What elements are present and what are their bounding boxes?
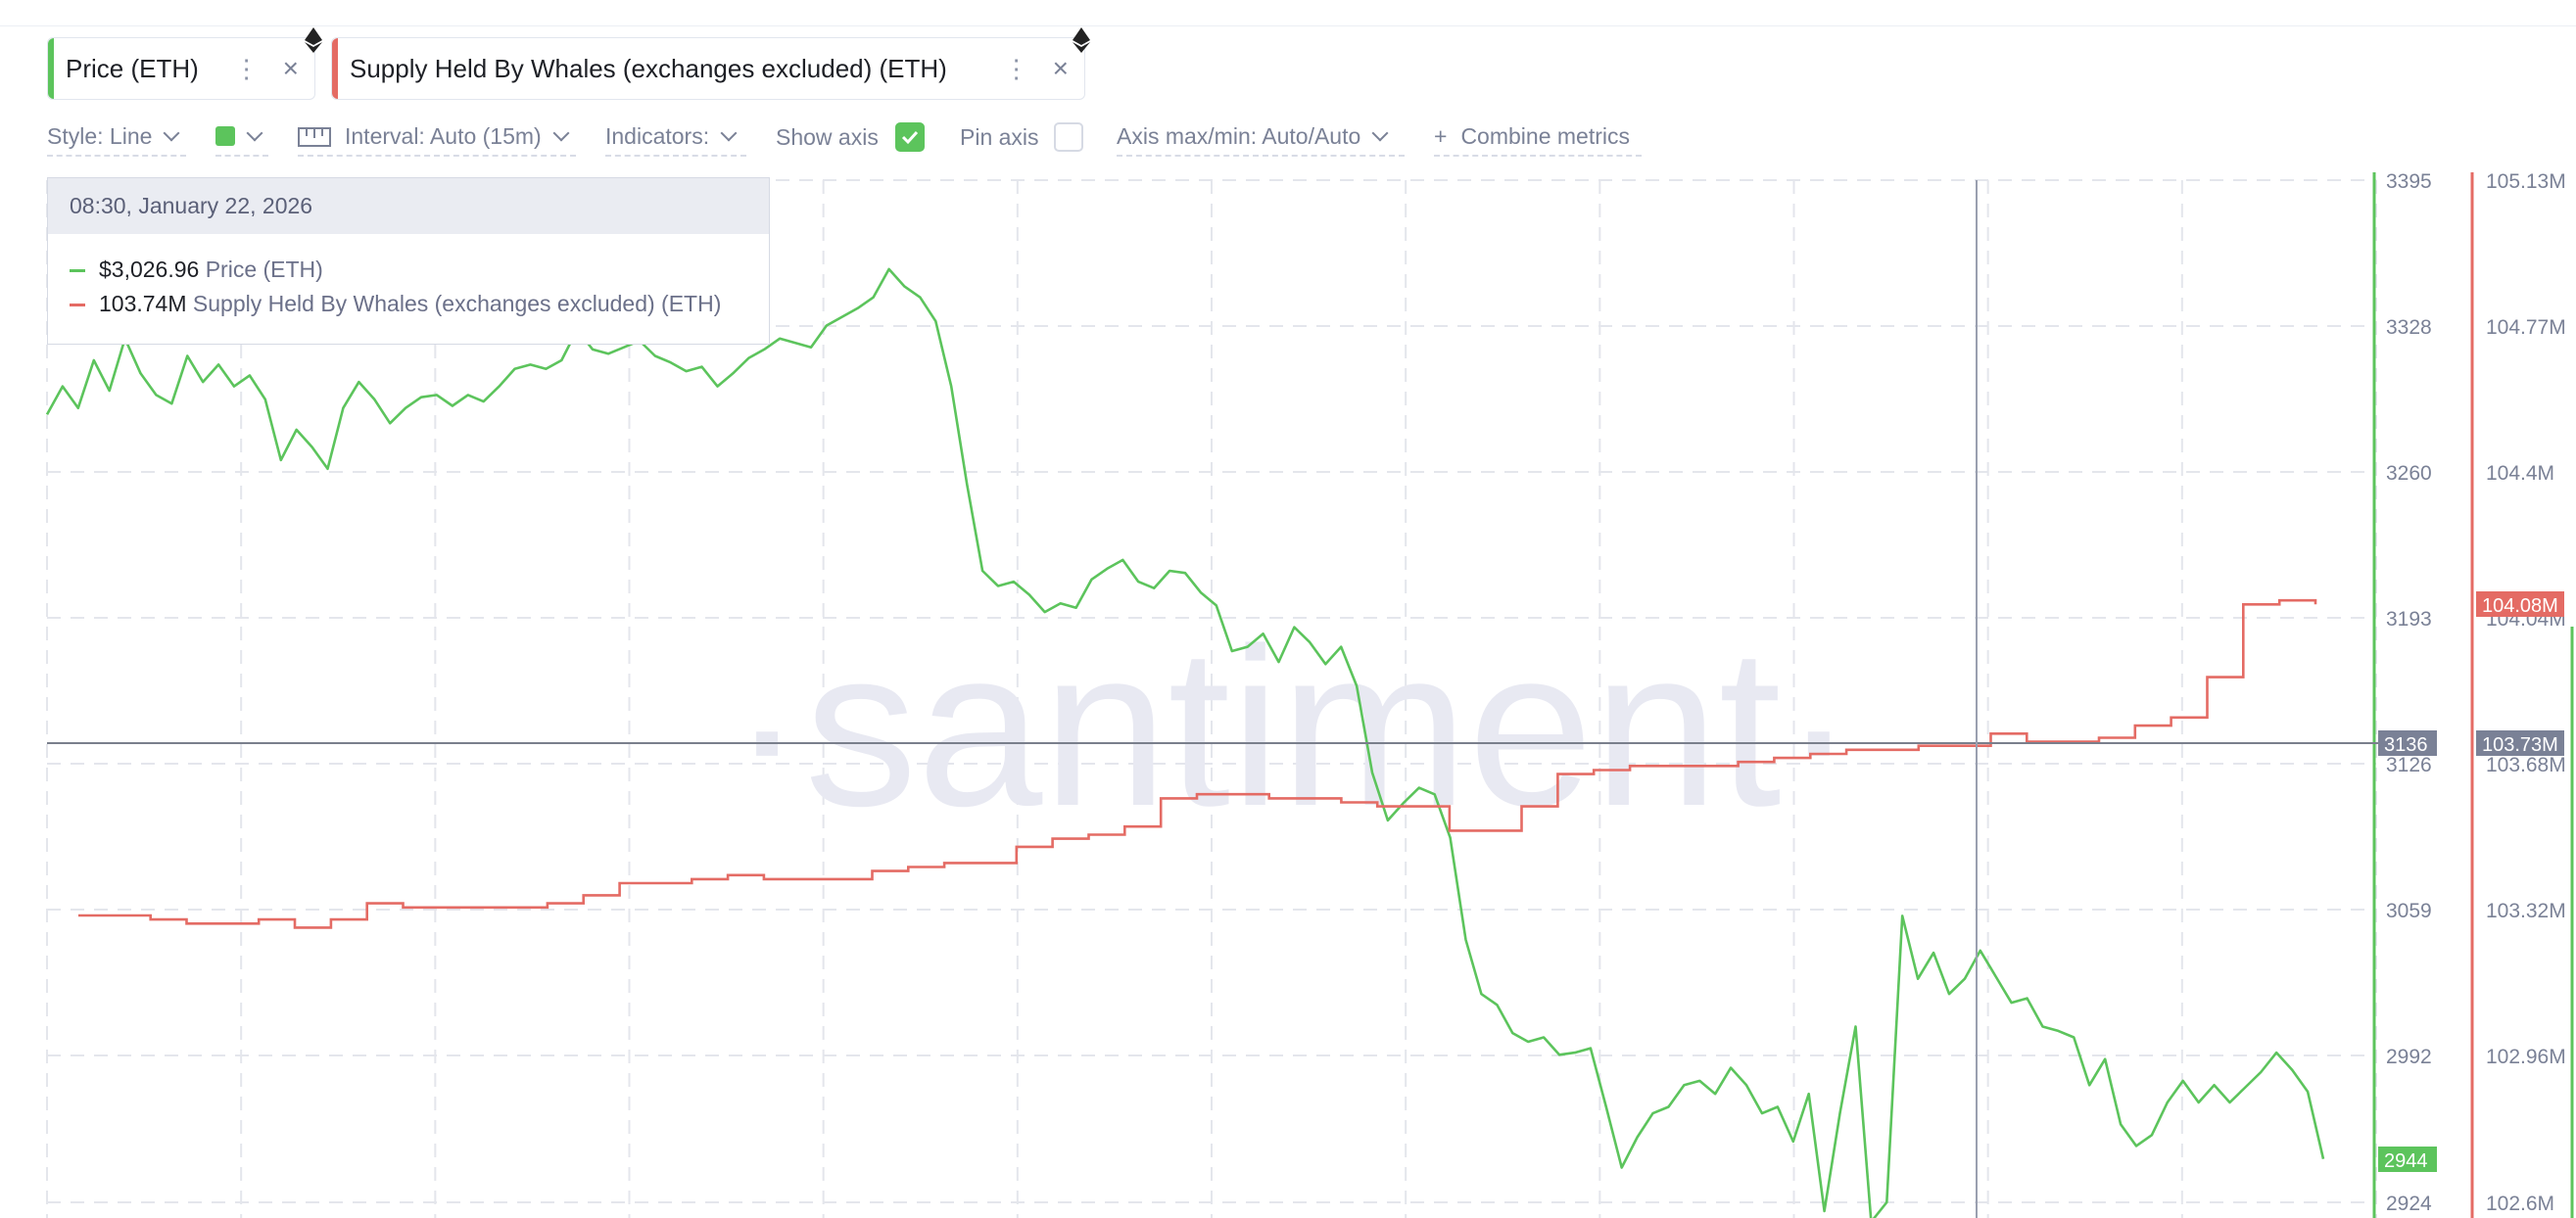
metric-color-bar [48, 38, 54, 99]
interval-label: Interval: Auto (15m) [345, 122, 542, 149]
close-icon[interactable]: × [282, 53, 299, 83]
last-price-label: 2944 [2384, 1150, 2428, 1172]
color-swatch [215, 126, 235, 146]
pin-axis-checkbox[interactable] [1054, 122, 1083, 152]
price-tick-label: 2924 [2386, 1193, 2432, 1215]
supply-tick-label: 103.68M [2486, 754, 2566, 776]
tooltip-price-label: Price (ETH) [205, 257, 323, 282]
supply-tick-label: 102.6M [2486, 1193, 2554, 1215]
tooltip-price-value: $3,026.96 [99, 257, 200, 282]
metric-color-bar [332, 38, 338, 99]
ethereum-icon [305, 27, 322, 53]
price-tick-label: 3059 [2386, 900, 2432, 922]
ethereum-icon [1073, 27, 1090, 53]
combine-metrics-button[interactable]: + Combine metrics [1434, 117, 1642, 157]
watermark: ·santiment· [730, 601, 1856, 853]
color-picker[interactable] [215, 117, 268, 157]
ruler-icon [298, 127, 331, 147]
axis-maxmin-label: Axis max/min: Auto/Auto [1117, 122, 1361, 149]
last-supply-label: 104.08M [2482, 595, 2558, 617]
tooltip-row-price: $3,026.96 Price (ETH) [70, 257, 323, 283]
series-lines [45, 267, 2325, 1218]
supply-tick-label: 105.13M [2486, 170, 2566, 193]
supply-tick-label: 102.96M [2486, 1046, 2566, 1068]
crosshair: 3136 103.73M 2944 104.08M [47, 180, 2564, 1218]
top-divider [0, 25, 2576, 26]
crosshair-price-label-bg [2378, 730, 2437, 756]
metric-tab-label: Price (ETH) [66, 53, 199, 83]
tooltip-row-whale: 103.74M Supply Held By Whales (exchanges… [70, 291, 721, 317]
more-options-icon[interactable]: ⋮ [233, 53, 260, 83]
more-options-icon[interactable]: ⋮ [1003, 53, 1029, 83]
price-tick-label: 3260 [2386, 462, 2432, 485]
whale-supply-line [78, 598, 2317, 929]
price-tick-label: 3126 [2386, 754, 2432, 776]
legend-dash [70, 269, 85, 273]
supply-tick-label: 104.4M [2486, 462, 2554, 485]
legend-dash [70, 304, 85, 307]
price-line [45, 267, 2325, 1218]
plus-icon: + [1434, 122, 1448, 149]
show-axis-checkbox[interactable] [895, 122, 925, 152]
last-price-label-bg [2378, 1147, 2437, 1172]
axes: 3395 3328 3260 3193 3126 3059 2992 2924 105.13M 1… [2372, 170, 2574, 1218]
crosshair-supply-label-bg [2476, 730, 2564, 756]
supply-tick-label: 104.77M [2486, 316, 2566, 339]
pin-axis-label: Pin axis [960, 117, 1050, 157]
crosshair-supply-label: 103.73M [2482, 734, 2558, 756]
combine-metrics-label: Combine metrics [1460, 122, 1630, 149]
last-supply-label-bg [2476, 591, 2564, 617]
style-label: Style: Line [47, 122, 153, 149]
price-tick-label: 3395 [2386, 170, 2432, 193]
check-icon [901, 130, 919, 145]
pin-axis-text: Pin axis [960, 123, 1039, 150]
indicators-dropdown[interactable]: Indicators: [605, 117, 746, 157]
metric-tab-label: Supply Held By Whales (exchanges exclude… [350, 53, 947, 83]
style-dropdown[interactable]: Style: Line [47, 117, 186, 157]
chart-tooltip: 08:30, January 22, 2026 $3,026.96 Price … [47, 177, 770, 345]
price-tick-label: 3328 [2386, 316, 2432, 339]
tooltip-whale-label: Supply Held By Whales (exchanges exclude… [192, 291, 722, 316]
show-axis-label: Show axis [776, 117, 882, 157]
crosshair-price-label: 3136 [2384, 734, 2428, 756]
axis-maxmin-dropdown[interactable]: Axis max/min: Auto/Auto [1117, 117, 1405, 157]
tooltip-date: 08:30, January 22, 2026 [48, 178, 769, 234]
price-tick-label: 3193 [2386, 608, 2432, 631]
show-axis-text: Show axis [776, 123, 879, 150]
metric-tab-whale-supply[interactable]: Supply Held By Whales (exchanges exclude… [331, 37, 1085, 100]
close-icon[interactable]: × [1052, 53, 1069, 83]
supply-tick-label: 103.32M [2486, 900, 2566, 922]
tooltip-whale-value: 103.74M [99, 291, 187, 316]
price-tick-label: 2992 [2386, 1046, 2432, 1068]
interval-dropdown[interactable]: Interval: Auto (15m) [298, 117, 576, 157]
indicators-label: Indicators: [605, 122, 710, 149]
metric-tab-price[interactable]: Price (ETH) ⋮ × [47, 37, 315, 100]
